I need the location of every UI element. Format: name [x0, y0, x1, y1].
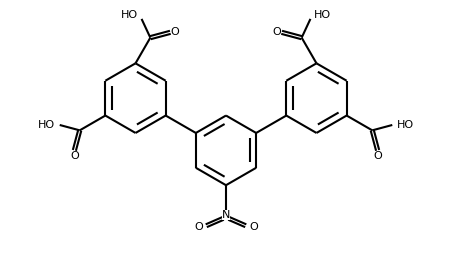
Text: HO: HO [396, 120, 413, 130]
Text: O: O [70, 151, 78, 161]
Text: O: O [170, 27, 179, 37]
Text: HO: HO [313, 10, 330, 20]
Text: HO: HO [38, 120, 55, 130]
Text: HO: HO [121, 10, 138, 20]
Text: O: O [249, 222, 257, 232]
Text: N: N [221, 210, 230, 220]
Text: O: O [194, 222, 202, 232]
Text: O: O [373, 151, 381, 161]
Text: O: O [272, 27, 281, 37]
